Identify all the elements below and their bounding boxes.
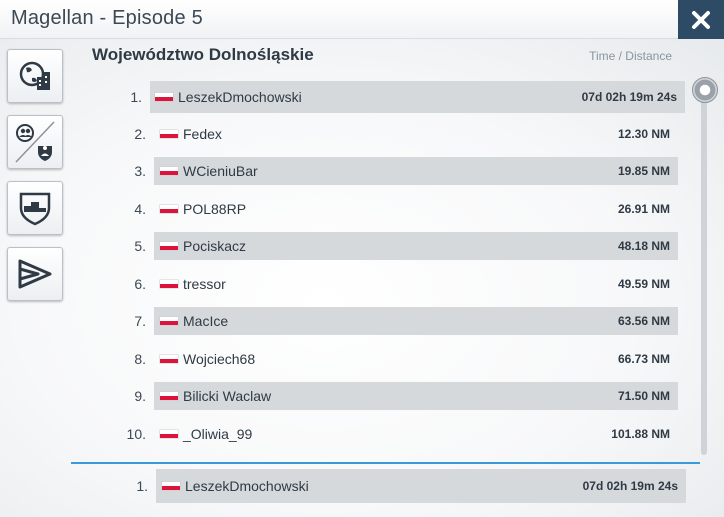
- poland-flag-icon: [160, 205, 178, 213]
- row-value: 66.73 NM: [617, 352, 670, 366]
- podium-shield-icon: [19, 192, 51, 226]
- row-player-name: LeszekDmochowski: [178, 89, 302, 105]
- row-value: 19.85 NM: [617, 164, 670, 178]
- row-player-name: Bilicki Waclaw: [183, 388, 272, 404]
- group-ranking-button[interactable]: [7, 181, 63, 235]
- title-bar: Magellan - Episode 5: [0, 0, 724, 40]
- row-player-name: LeszekDmochowski: [185, 478, 309, 494]
- row-rank: 4.: [134, 201, 146, 217]
- leaderboard-row[interactable]: 8. Wojciech68 66.73 NM: [134, 345, 678, 373]
- close-button[interactable]: [678, 0, 724, 40]
- row-player-name: MacIce: [183, 313, 229, 329]
- leaderboard-row[interactable]: 6. tressor 49.59 NM: [134, 270, 678, 298]
- row-player-name: tressor: [183, 276, 226, 292]
- poland-flag-icon: [160, 242, 178, 250]
- window-title: Magellan - Episode 5: [11, 7, 203, 29]
- row-rank: 10.: [126, 426, 146, 442]
- row-player-name: Wojciech68: [183, 351, 256, 367]
- row-value: 07d 02h 19m 24s: [581, 90, 677, 104]
- row-value: 07d 02h 19m 24s: [582, 479, 678, 493]
- divider: [71, 462, 700, 464]
- friends-team-icon: [15, 121, 55, 163]
- scrollbar-track[interactable]: [701, 98, 707, 455]
- leaderboard-row[interactable]: 10. _Oliwia_99 101.88 NM: [127, 420, 678, 448]
- poland-flag-icon: [160, 167, 178, 175]
- row-player-name: _Oliwia_99: [183, 426, 253, 442]
- row-rank: 1.: [136, 478, 148, 494]
- row-value: 71.50 NM: [617, 389, 670, 403]
- row-player-name: Fedex: [183, 126, 222, 142]
- scrollbar-thumb[interactable]: [692, 77, 718, 103]
- flag-ranking-button[interactable]: [7, 247, 63, 301]
- row-player-name: WCieniuBar: [183, 163, 258, 179]
- poland-flag-icon: [160, 280, 178, 288]
- row-player-name: Pociskacz: [183, 238, 247, 254]
- row-rank: 3.: [134, 163, 146, 179]
- poland-flag-icon: [162, 482, 180, 490]
- row-value: 26.91 NM: [617, 202, 670, 216]
- poland-flag-icon: [155, 93, 173, 101]
- row-value: 101.88 NM: [611, 427, 670, 441]
- leaderboard-row[interactable]: 3. WCieniuBar 19.85 NM: [134, 157, 678, 185]
- row-rank: 7.: [134, 313, 146, 329]
- poland-flag-icon: [160, 430, 178, 438]
- row-rank: 6.: [134, 276, 146, 292]
- pennant-icon: [18, 259, 52, 289]
- content-area: [0, 39, 724, 517]
- row-rank: 1.: [130, 89, 142, 105]
- row-value: 12.30 NM: [617, 127, 670, 141]
- close-icon: [692, 11, 710, 29]
- globe-city-icon: [19, 61, 50, 90]
- poland-flag-icon: [160, 317, 178, 325]
- leaderboard-row[interactable]: 7. MacIce 63.56 NM: [134, 307, 678, 335]
- row-value: 63.56 NM: [617, 314, 670, 328]
- leaderboard-row[interactable]: 5. Pociskacz 48.18 NM: [134, 232, 678, 260]
- poland-flag-icon: [160, 355, 178, 363]
- row-value: 48.18 NM: [617, 239, 670, 253]
- row-rank: 5.: [134, 238, 146, 254]
- friends-vs-team-button[interactable]: [7, 115, 63, 169]
- leaderboard-row[interactable]: 1. LeszekDmochowski 07d 02h 19m 24s: [130, 81, 685, 113]
- world-ranking-button[interactable]: [7, 49, 63, 103]
- leaderboard-row[interactable]: 9. Bilicki Waclaw 71.50 NM: [134, 382, 678, 410]
- region-title: Województwo Dolnośląskie: [92, 45, 314, 64]
- current-player-row[interactable]: 1. LeszekDmochowski 07d 02h 19m 24s: [136, 469, 686, 503]
- poland-flag-icon: [160, 130, 178, 138]
- row-rank: 8.: [134, 351, 146, 367]
- row-rank: 9.: [134, 388, 146, 404]
- leaderboard-row[interactable]: 2. Fedex 12.30 NM: [134, 120, 678, 148]
- column-header: Time / Distance: [589, 49, 672, 63]
- leaderboard-row[interactable]: 4. POL88RP 26.91 NM: [134, 195, 678, 223]
- poland-flag-icon: [160, 392, 178, 400]
- row-value: 49.59 NM: [617, 277, 670, 291]
- row-rank: 2.: [134, 126, 146, 142]
- row-player-name: POL88RP: [183, 201, 247, 217]
